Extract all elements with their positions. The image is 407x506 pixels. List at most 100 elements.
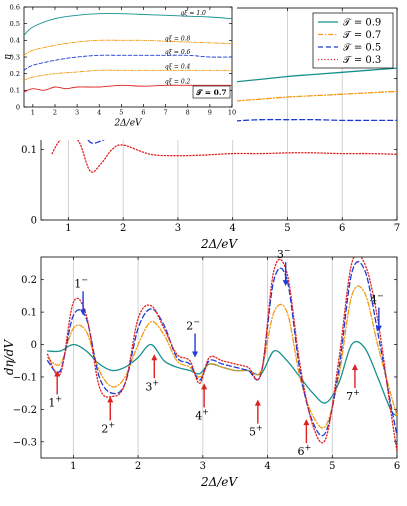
y-tick-label: 0.2 [10,70,20,78]
annotation-sign: + [55,394,62,403]
annotation-label: 2+ [101,420,115,435]
annotation-label: 1+ [48,394,62,409]
y-tick-label: 0.1 [21,145,37,156]
series-line [24,39,232,56]
y-tick-label: 0 [16,103,20,111]
inset-series-label: qξ = 0.2 [165,78,191,85]
annotation-arrow-head [375,325,382,332]
y-axis-label: η [3,54,13,60]
y-axis-label: dη/dV [2,339,16,376]
inset-series-label: qξ = 0.4 [165,63,191,70]
annotation-sign: − [377,292,384,301]
annotation-arrow-head [201,383,208,390]
annotation-number: 3 [145,380,152,393]
x-tick-label: 8 [186,109,190,117]
x-axis-label: 2Δ/eV [200,237,238,251]
series-group [46,257,397,453]
annotation-number: 6 [298,445,305,458]
inset-series-label: qξ = 0.6 [165,49,191,56]
legend-label: 𝒯 = 0.7 [343,30,381,41]
annotation-number: 7 [346,390,353,403]
annotation-number: 5 [249,426,256,439]
annotation-sign: + [152,378,159,387]
x-tick-label: 3 [175,223,181,234]
series-group [24,13,232,93]
y-tick-label: −0.2 [13,405,37,416]
annotation-arrow-head [80,309,87,316]
annotation-label: 3− [277,246,291,261]
y-tick-label: 0.5 [10,20,20,28]
y-tick-label: 0.3 [10,53,20,61]
annotation-label: 4− [370,292,384,307]
annotations: 1−2−3−4−1+2+3+4+5+6+7+ [48,246,383,458]
annotation-sign: + [108,420,115,429]
annotation-sign: + [256,424,263,433]
x-tick-label: 5 [329,461,335,472]
annotation-arrow-head [192,351,199,358]
y-tick-label: 0.1 [10,87,20,95]
x-tick-label: 7 [394,223,400,234]
x-tick-label: 4 [97,109,101,117]
series-line [24,13,232,36]
x-tick-label: 7 [164,109,168,117]
x-tick-label: 1 [31,109,35,117]
annotation-number: 1 [48,396,55,409]
y-tick-label: 0.4 [10,37,20,45]
bottom-chart: 1 2 3 4 5 60.20.10−0.1−0.2−0.32Δ/eVdη/dV1−2−3… [2,246,400,489]
y-tick-label: 0.2 [21,275,37,286]
y-tick-label: 0.6 [10,3,20,11]
series-line [24,84,232,93]
series-line [46,257,397,453]
inset-tau-box [192,85,231,99]
annotation-label: 6+ [298,443,312,458]
inset-chart: 1 2 3 4 5 6 7 8 9 10 0 0.1 0.2 0.3 0.4 0.5 0.6 2Δ/eV η qξ =… [2,3,237,140]
legend: 𝒯 = 0.9𝒯 = 0.7 𝒯 = 0.5𝒯 = 0.3 [312,12,394,69]
x-tick-label: 2 [53,109,57,117]
x-tick-label: 1 [70,461,76,472]
annotation-arrow-head [282,280,289,287]
x-tick-label: 4 [230,223,236,234]
y-tick-label: 0 [31,340,37,351]
y-tick-label: 0 [31,216,37,227]
plot-frame [40,256,398,459]
annotation-number: 4 [370,294,377,307]
annotation-sign: − [81,275,88,284]
inset-series-label: qξ = 1.0 [180,10,206,17]
annotation-number: 2 [101,422,108,435]
annotation-arrow-head [107,396,114,403]
inset-background [2,3,237,140]
series-line [46,285,397,429]
legend-label: 𝒯 = 0.5 [343,43,381,54]
x-tick-label: 6 [141,109,145,117]
annotation-arrow-head [254,399,261,406]
annotation-number: 4 [195,409,202,422]
annotation-label: 3+ [145,378,159,393]
x-tick-label: 10 [228,109,236,117]
x-tick-label: 1 [65,223,71,234]
x-tick-label: 5 [284,223,290,234]
series-line [24,54,232,71]
x-tick-label: 6 [339,223,345,234]
annotation-number: 2 [186,320,193,333]
annotation-number: 1 [74,277,81,290]
annotation-sign: + [353,388,360,397]
annotation-label: 2− [186,318,200,333]
annotation-arrow-head [54,370,61,377]
annotation-label: 5+ [249,424,263,439]
x-tick-label: 5 [119,109,123,117]
x-axis-label: 2Δ/eV [200,475,238,489]
annotation-arrow-head [151,354,158,361]
y-tick-label: −0.1 [13,372,37,383]
inset-tau-label: 𝒯 = 0.7 [195,87,226,97]
legend-label: 𝒯 = 0.3 [343,55,381,66]
legend-label: 𝒯 = 0.9 [343,18,381,29]
annotation-arrow-head [303,419,310,426]
y-tick-label: −0.3 [13,437,37,448]
annotation-sign: + [305,443,312,452]
annotation-label: 7+ [346,388,360,403]
series-line [46,261,397,437]
annotation-arrow-head [351,363,358,370]
x-tick-label: 2 [135,461,141,472]
x-tick-label: 2 [120,223,126,234]
